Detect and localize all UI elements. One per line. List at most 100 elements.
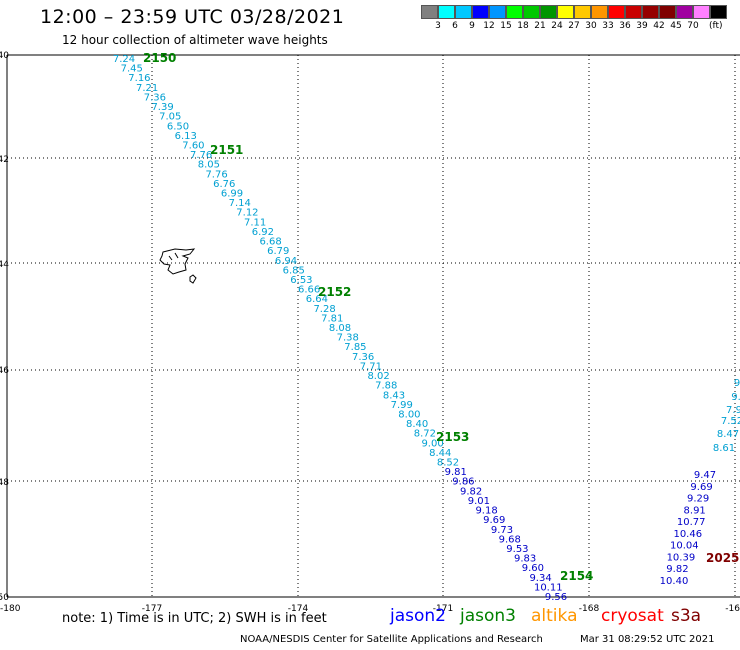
wave-height-value: 9.69 bbox=[483, 515, 505, 526]
legend-swatch bbox=[540, 5, 557, 19]
longitude-label: -168 bbox=[579, 604, 600, 614]
orbit-number-label: 2154 bbox=[560, 569, 593, 583]
wave-height-value: 8.52 bbox=[437, 458, 459, 469]
legend-swatch bbox=[710, 5, 727, 19]
legend-swatch bbox=[506, 5, 523, 19]
legend-swatch bbox=[455, 5, 472, 19]
wave-height-value: 6.50 bbox=[167, 121, 189, 132]
legend-tick: 36 bbox=[619, 21, 631, 31]
legend-swatch bbox=[642, 5, 659, 19]
wave-height-value: 10.46 bbox=[673, 529, 702, 540]
wave-height-value: 7.76 bbox=[190, 150, 212, 161]
legend-tick: 21 bbox=[534, 21, 546, 31]
wave-height-value: 6.94 bbox=[275, 256, 297, 267]
orbit-labels: 2150 2151 2152 2153 2154 2025 bbox=[143, 51, 739, 583]
wave-height-value: 7.81 bbox=[321, 313, 343, 324]
wave-height-value: 9.29 bbox=[687, 494, 709, 505]
latitude-label: -46 bbox=[0, 366, 9, 376]
wave-height-value: 7.24 bbox=[113, 54, 135, 65]
legend-tick: 39 bbox=[636, 21, 648, 31]
longitude-label: -16 bbox=[725, 604, 740, 614]
legend-tick: 6 bbox=[452, 21, 458, 31]
wave-height-value: 7.52 bbox=[721, 416, 740, 427]
altimeter-tracks: 7.247.457.167.217.367.397.056.506.137.60… bbox=[113, 54, 740, 603]
wave-height-value: 9.34 bbox=[529, 573, 551, 584]
wave-height-value: 9.56 bbox=[545, 592, 567, 603]
wave-height-value: 9.01 bbox=[468, 496, 490, 507]
wave-height-value: 7.36 bbox=[352, 352, 374, 363]
wave-height-value: 7.11 bbox=[244, 217, 266, 228]
legend-tick: 45 bbox=[670, 21, 682, 31]
latitude-label: -42 bbox=[0, 155, 9, 165]
legend-swatch bbox=[659, 5, 676, 19]
map-grid bbox=[6, 54, 740, 598]
wave-height-value: 8.91 bbox=[684, 505, 706, 516]
legend-swatch bbox=[693, 5, 710, 19]
campbell-island-outline bbox=[159, 248, 197, 284]
wave-height-value: 8.00 bbox=[398, 409, 420, 420]
wave-height-value: 6.64 bbox=[306, 294, 328, 305]
longitude-label: -180 bbox=[0, 604, 21, 614]
wave-height-value: 9.82 bbox=[666, 564, 688, 575]
latitude-label: -40 bbox=[0, 51, 9, 61]
page-title: 12:00 – 23:59 UTC 03/28/2021 bbox=[40, 6, 345, 28]
wave-height-value: 8.05 bbox=[198, 160, 220, 171]
legend-swatch bbox=[557, 5, 574, 19]
wave-height-value: 9.86 bbox=[452, 477, 474, 488]
wave-height-value: 8.02 bbox=[367, 371, 389, 382]
orbit-number-label: 2153 bbox=[436, 430, 469, 444]
longitude-labels: -180 -177 -174 -171 -168 -16 bbox=[0, 604, 740, 614]
wave-height-value: 6.99 bbox=[221, 189, 243, 200]
wave-height-value: 8.44 bbox=[429, 448, 451, 459]
wave-height-value: 9.60 bbox=[522, 563, 544, 574]
legend-tick: 15 bbox=[500, 21, 512, 31]
wave-height-value: 9.53 bbox=[506, 544, 528, 555]
wave-height-value: 7.88 bbox=[375, 381, 397, 392]
wave-height-value: 7.21 bbox=[136, 83, 158, 94]
wave-height-value: 8.61 bbox=[713, 443, 735, 454]
wave-height-value: 7.99 bbox=[391, 400, 413, 411]
wave-height-legend: 3 6 9 12 15 18 21 24 27 30 33 36 39 42 45 70 (ft) bbox=[421, 5, 727, 39]
wave-height-value: 7.38 bbox=[337, 333, 359, 344]
wave-height-value: 8.47 bbox=[717, 429, 739, 440]
legend-tick: 30 bbox=[585, 21, 597, 31]
footer-note: note: 1) Time is in UTC; 2) SWH is in fe… bbox=[62, 611, 327, 626]
wave-height-value: 9 bbox=[734, 378, 740, 389]
wave-height-value: 9.82 bbox=[460, 486, 482, 497]
wave-height-value: 7.9 bbox=[726, 405, 740, 416]
wave-height-value: 9.69 bbox=[690, 482, 712, 493]
wave-height-value: 7.39 bbox=[151, 102, 173, 113]
orbit-number-label: 2151 bbox=[210, 143, 243, 157]
wave-height-value: 10.04 bbox=[670, 541, 699, 552]
wave-height-value: 10.11 bbox=[534, 582, 563, 593]
legend-unit: (ft) bbox=[709, 21, 723, 31]
page-subtitle: 12 hour collection of altimeter wave hei… bbox=[62, 33, 328, 47]
wave-height-value: 7.05 bbox=[159, 112, 181, 123]
wave-height-value: 9.00 bbox=[421, 438, 443, 449]
latitude-label: -44 bbox=[0, 260, 9, 270]
longitude-label: -177 bbox=[142, 604, 162, 614]
legend-swatch bbox=[421, 5, 438, 19]
wave-height-value: 9.81 bbox=[445, 467, 467, 478]
wave-height-value: 9.47 bbox=[694, 470, 716, 481]
wave-height-value: 9.18 bbox=[475, 506, 497, 517]
wave-height-value: 6.92 bbox=[252, 227, 274, 238]
legend-tick: 42 bbox=[653, 21, 665, 31]
wave-height-value: 9.73 bbox=[491, 525, 513, 536]
wave-height-value: 8.72 bbox=[414, 429, 436, 440]
legend-tick: 12 bbox=[483, 21, 495, 31]
satellite-legend-item: jason2 bbox=[390, 606, 446, 626]
legend-swatch bbox=[438, 5, 455, 19]
wave-height-value: 9. bbox=[731, 392, 740, 403]
latitude-label: -48 bbox=[0, 478, 9, 488]
legend-swatch bbox=[489, 5, 506, 19]
credit-line: NOAA/NESDIS Center for Satellite Applica… bbox=[240, 634, 543, 645]
wave-height-value: 7.76 bbox=[205, 169, 227, 180]
wave-height-value: 9.68 bbox=[499, 534, 521, 545]
legend-tick: 24 bbox=[551, 21, 563, 31]
orbit-number-label: 2150 bbox=[143, 51, 176, 65]
latitude-labels: -40 -42 -44 -46 -48 -50 bbox=[0, 51, 9, 603]
wave-height-value: 6.66 bbox=[298, 285, 320, 296]
